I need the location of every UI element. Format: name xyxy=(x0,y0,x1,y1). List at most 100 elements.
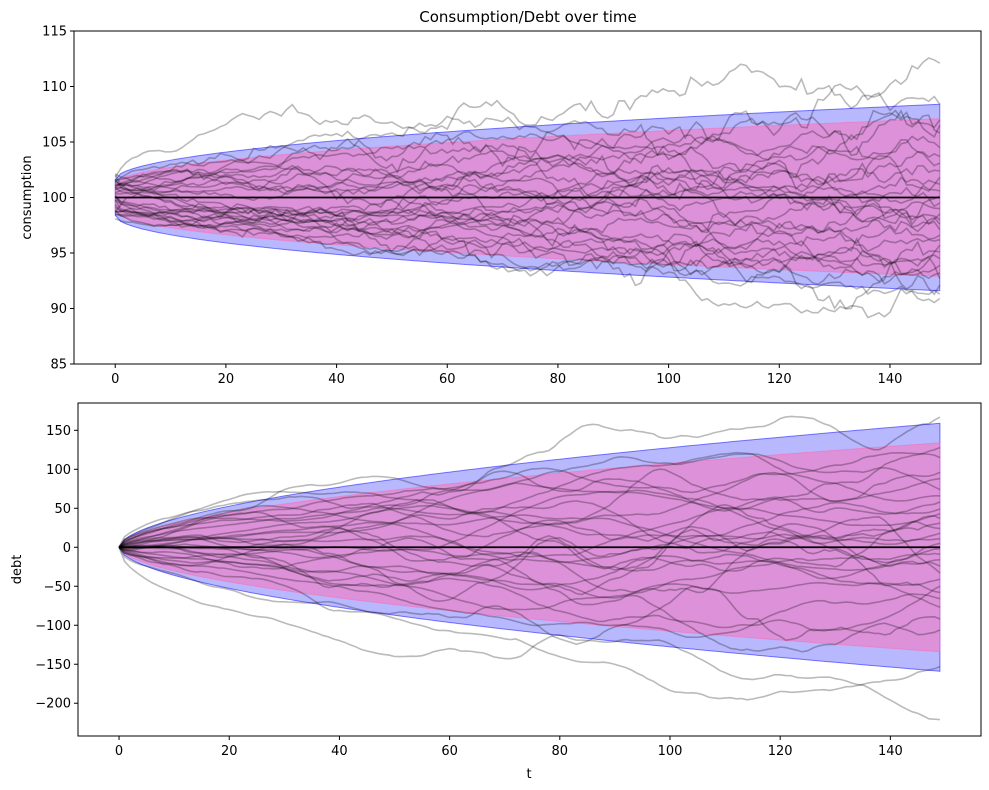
debt-sample-path xyxy=(118,446,941,548)
debt-sample-path xyxy=(118,546,941,598)
debt-x-axis-label: t xyxy=(526,767,531,782)
debt-x-ticks: 0 20 40 60 80 100 120 140 xyxy=(115,736,903,759)
consumption-sample-path xyxy=(114,130,941,187)
debt-y-tick-label: −50 xyxy=(44,580,71,595)
consumption-plot-area xyxy=(114,57,941,319)
consumption-x-tick-label: 80 xyxy=(550,372,567,387)
debt-sample-path xyxy=(118,468,941,548)
consumption-sample-path xyxy=(115,183,941,223)
debt-sample-path xyxy=(118,451,940,548)
consumption-sample-path xyxy=(115,166,941,217)
consumption-x-tick-label: 60 xyxy=(439,372,456,387)
consumption-y-ticks: 85 90 95 100 105 110 115 xyxy=(42,25,74,373)
consumption-sample-path xyxy=(114,180,941,247)
consumption-y-tick-label: 105 xyxy=(42,136,67,151)
consumption-sample-path xyxy=(114,199,941,304)
consumption-sample-path xyxy=(114,206,941,285)
consumption-sample-path xyxy=(114,187,941,250)
chart-title: Consumption/Debt over time xyxy=(419,8,636,26)
debt-sample-path xyxy=(118,489,941,559)
debt-sample-path xyxy=(118,546,941,639)
debt-plot-area xyxy=(118,415,941,721)
debt-sample-path xyxy=(118,536,941,602)
debt-y-tick-label: −200 xyxy=(35,697,71,712)
debt-sample-path xyxy=(118,500,941,564)
consumption-y-tick-label: 115 xyxy=(42,25,67,40)
debt-sample-path xyxy=(118,546,941,646)
debt-sample-path xyxy=(118,546,941,609)
consumption-x-tick-label: 0 xyxy=(111,372,119,387)
consumption-sample-path xyxy=(114,194,940,265)
consumption-x-tick-label: 20 xyxy=(218,372,235,387)
consumption-sample-path xyxy=(114,178,941,296)
debt-x-tick-label: 120 xyxy=(768,744,793,759)
debt-sample-path xyxy=(118,514,941,571)
consumption-sample-path xyxy=(114,195,941,310)
consumption-sample-path xyxy=(115,150,941,203)
consumption-panel: Consumption/Debt over time 0 20 40 60 80 100 1… xyxy=(20,8,982,387)
debt-y-tick-label: 150 xyxy=(46,424,71,439)
consumption-sample-path xyxy=(114,187,941,231)
consumption-y-tick-label: 100 xyxy=(42,191,67,206)
consumption-sample-path xyxy=(114,204,941,286)
debt-sample-path xyxy=(118,511,941,562)
debt-sample-path xyxy=(118,546,941,632)
debt-y-tick-label: 50 xyxy=(54,502,71,517)
debt-sample-path xyxy=(118,546,941,701)
debt-sample-path xyxy=(118,546,941,721)
consumption-sample-path xyxy=(115,154,940,198)
debt-sample-path xyxy=(118,453,941,548)
debt-sample-path xyxy=(118,546,941,653)
consumption-sample-path xyxy=(114,210,941,277)
debt-sample-path xyxy=(118,467,941,548)
debt-sample-path xyxy=(118,496,941,558)
debt-sample-path xyxy=(118,528,941,596)
consumption-sample-path xyxy=(115,159,940,201)
debt-sample-path xyxy=(118,504,941,549)
consumption-sample-path xyxy=(114,172,941,232)
consumption-sample-path xyxy=(114,174,941,319)
consumption-sample-path xyxy=(114,109,941,191)
debt-sample-path xyxy=(118,501,941,563)
debt-x-tick-label: 100 xyxy=(658,744,683,759)
consumption-sample-path xyxy=(115,201,940,239)
consumption-sample-path xyxy=(114,184,941,251)
debt-sample-path xyxy=(118,498,941,572)
debt-x-tick-label: 80 xyxy=(552,744,569,759)
consumption-x-tick-label: 100 xyxy=(656,372,681,387)
consumption-y-tick-label: 110 xyxy=(42,80,67,95)
debt-x-tick-label: 20 xyxy=(221,744,238,759)
consumption-sample-path xyxy=(114,83,941,213)
debt-y-ticks: −200 −150 −100 −50 0 50 100 150 xyxy=(35,424,78,712)
consumption-sample-path xyxy=(114,57,941,178)
consumption-y-tick-label: 95 xyxy=(50,247,67,262)
consumption-sample-path xyxy=(114,109,941,183)
debt-x-tick-label: 0 xyxy=(115,744,123,759)
consumption-x-tick-label: 120 xyxy=(767,372,792,387)
debt-y-tick-label: −150 xyxy=(35,658,71,673)
debt-axes-frame xyxy=(77,402,982,737)
debt-y-tick-label: −100 xyxy=(35,619,71,634)
debt-y-tick-label: 100 xyxy=(46,463,71,478)
debt-sample-path xyxy=(119,545,940,591)
debt-sample-path xyxy=(118,415,941,548)
debt-x-tick-label: 40 xyxy=(331,744,348,759)
debt-sample-path xyxy=(118,516,941,594)
consumption-y-tick-label: 90 xyxy=(50,302,67,317)
debt-sample-path xyxy=(118,452,941,548)
consumption-sample-path xyxy=(114,196,941,275)
consumption-y-axis-label: consumption xyxy=(20,155,35,239)
consumption-sample-path xyxy=(114,138,941,200)
consumption-sample-path xyxy=(114,200,940,253)
debt-sample-path xyxy=(118,546,941,611)
debt-x-tick-label: 140 xyxy=(878,744,903,759)
consumption-y-tick-label: 85 xyxy=(50,358,67,373)
debt-panel: 0 20 40 60 80 100 120 140 −200 −150 −100 −50 0 50 100… xyxy=(10,402,982,782)
consumption-x-ticks: 0 20 40 60 80 100 120 140 xyxy=(111,364,902,387)
debt-x-tick-label: 60 xyxy=(441,744,458,759)
consumption-sample-path xyxy=(114,109,941,189)
debt-sample-path xyxy=(118,482,941,548)
consumption-x-tick-label: 140 xyxy=(878,372,903,387)
consumption-x-tick-label: 40 xyxy=(328,372,345,387)
